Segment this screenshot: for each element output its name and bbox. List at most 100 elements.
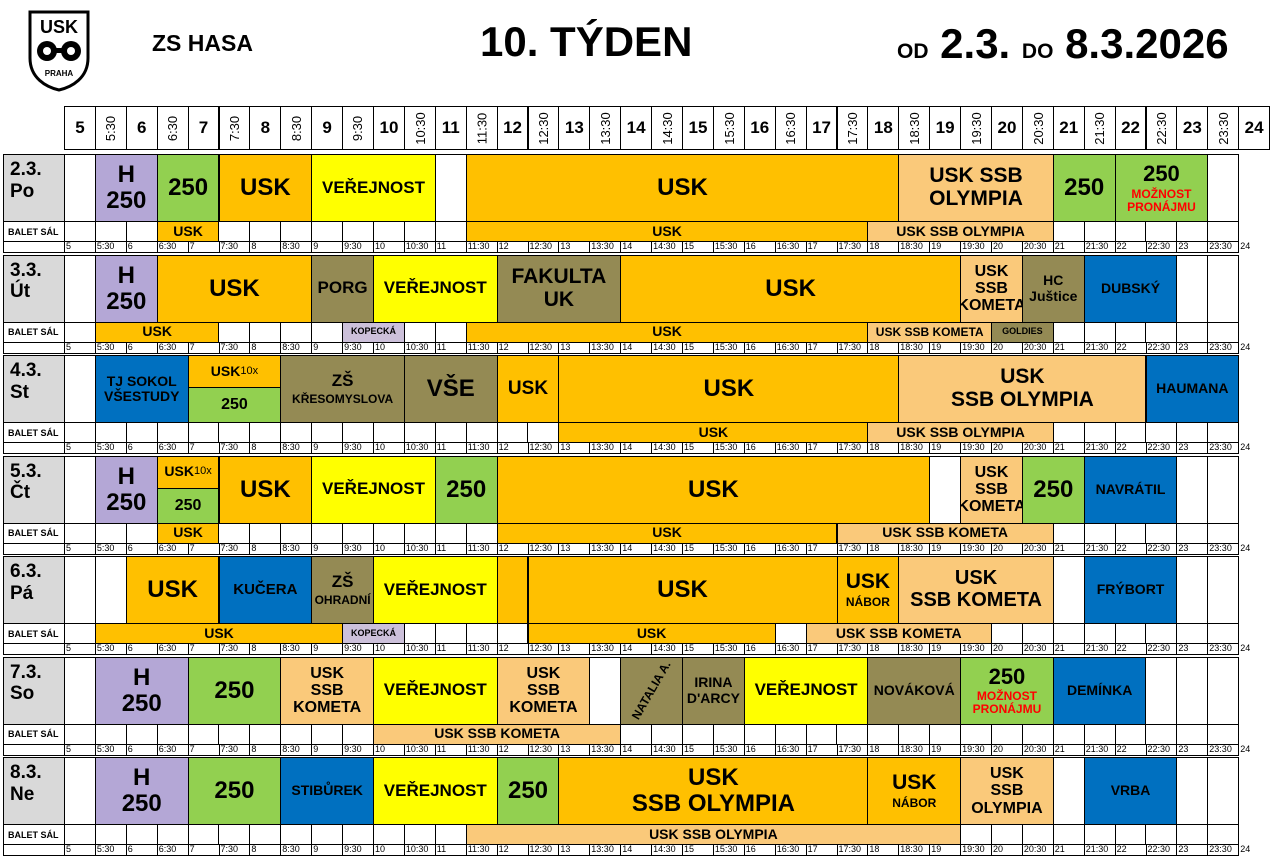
booking-block[interactable]: VRBA [1083,757,1178,825]
booking-block[interactable]: USK SSB OLYMPIA [898,355,1147,423]
booking-block[interactable]: KUČERA [218,556,313,624]
booking-block[interactable]: USK SSB KOMETA [496,656,591,725]
booking-block[interactable]: H 250 [94,154,158,222]
booking-block[interactable]: STIBŮREK [280,757,374,825]
ballet-booking[interactable]: USK [156,522,220,544]
ballet-booking[interactable]: USK [94,623,344,644]
ballet-booking[interactable]: USK [558,422,869,443]
booking-block[interactable]: TJ SOKOL VŠESTUDY [94,355,189,423]
booking-block[interactable]: USK [125,556,220,624]
booking-block[interactable]: DUBSKÝ [1083,254,1178,323]
ballet-booking[interactable]: USK SSB KOMETA [836,522,1054,544]
ballet-booking[interactable]: USK SSB OLYMPIA [867,422,1054,443]
booking-block[interactable]: VŠE [403,355,498,423]
booking-block[interactable]: USK SSB KOMETA [280,656,374,725]
booking-block[interactable]: USK [496,455,931,524]
booking-block[interactable]: 250 [496,757,560,825]
tick-label: 12:30 [527,542,559,555]
tick-label: 8 [249,542,280,555]
ballet-booking[interactable]: USK SSB KOMETA [805,623,992,644]
booking-block[interactable]: USK [527,556,838,624]
booking-block[interactable]: FRÝBORT [1083,556,1178,624]
empty-slot [1207,522,1240,544]
booking-block[interactable]: 250 MOŽNOST PRONÁJMU [1114,154,1209,222]
booking-block[interactable]: PORG [311,254,374,323]
booking-block[interactable]: VEŘEJNOST [311,154,436,222]
booking-block[interactable]: USK [218,455,313,524]
booking-block[interactable]: 250 [187,387,282,423]
booking-block[interactable]: USK SSB KOMETA [898,556,1054,624]
booking-label: USK [892,771,937,795]
booking-block[interactable]: 250 [156,154,220,222]
booking-block[interactable]: H 250 [94,254,158,323]
booking-block[interactable]: VEŘEJNOST [373,656,498,725]
tick-label: 21:30 [1083,844,1115,856]
tick-label: 12:30 [527,341,559,354]
ballet-booking[interactable]: USK [465,321,869,343]
booking-block[interactable]: H 250 [94,757,189,825]
tick-label: 14:30 [651,844,682,856]
booking-block[interactable]: USK NÁBOR [867,757,962,825]
ballet-booking[interactable]: USK [156,221,220,242]
booking-block[interactable]: ZŠ KŘESOMYSLOVA [280,355,405,423]
ballet-booking[interactable]: KOPECKÁ [342,623,405,644]
booking-block[interactable]: 250 [187,757,282,825]
booking-block[interactable]: HC Juštice [1021,254,1085,323]
tick-label: 21:30 [1083,341,1115,354]
booking-block[interactable]: 250 [187,656,282,725]
booking-block[interactable]: IRINA D'ARCY [682,656,745,725]
ballet-booking[interactable]: USK [465,221,869,242]
ballet-booking[interactable]: USK SSB KOMETA [867,321,992,343]
booking-block[interactable]: USK [558,355,900,423]
ballet-booking[interactable]: USK [496,522,838,544]
booking-block[interactable]: USK [620,254,962,323]
booking-block[interactable]: 250 [156,487,220,524]
booking-label: 250 [446,475,487,503]
booking-block[interactable]: FAKULTA UK [496,254,622,323]
booking-block[interactable]: VEŘEJNOST [373,757,498,825]
booking-block[interactable]: VEŘEJNOST [743,656,869,725]
empty-slot [1114,422,1147,443]
booking-block[interactable]: DEMÍNKA [1052,656,1147,725]
ballet-booking[interactable]: USK [94,321,220,343]
booking-block[interactable]: USK [218,154,313,222]
ballet-booking[interactable]: USK SSB OLYMPIA [465,824,962,845]
booking-block[interactable]: USK SSB OLYMPIA [558,757,869,825]
ballet-booking[interactable]: KOPECKÁ [342,321,405,343]
booking-block[interactable]: 250 [1052,154,1116,222]
booking-block[interactable]: H 250 [94,455,158,524]
tick-label: 7 [187,341,219,354]
day-label: 3.3. Út [3,254,65,323]
booking-block[interactable]: NOVÁKOVÁ [867,656,962,725]
booking-block[interactable]: VEŘEJNOST [311,455,436,524]
booking-block[interactable]: VEŘEJNOST [373,254,498,323]
ballet-booking[interactable]: GOLDIES [991,321,1054,343]
booking-block[interactable]: VEŘEJNOST [373,556,498,624]
booking-block[interactable]: USK SSB OLYMPIA [960,757,1054,825]
booking-block[interactable]: USK [465,154,900,222]
ballet-booking[interactable]: USK [527,623,776,644]
empty-slot [64,154,96,222]
booking-block[interactable]: H 250 [94,656,189,725]
booking-block[interactable]: NAVRÁTIL [1083,455,1178,524]
booking-block[interactable]: USK SSB KOMETA [960,254,1023,323]
booking-block[interactable]: 250 [434,455,498,524]
booking-block[interactable]: USK [496,355,560,423]
booking-block[interactable]: HAUMANA [1145,355,1240,423]
booking-block[interactable]: USK SSB OLYMPIA [898,154,1054,222]
booking-block[interactable]: USK SSB KOMETA [960,455,1023,524]
booking-block[interactable] [496,556,529,624]
booking-block[interactable]: 250 [1021,455,1085,524]
booking-block[interactable]: USK [156,254,313,323]
booking-block[interactable]: USK 10x [187,355,282,388]
tick-label: 15 [682,241,713,253]
booking-block[interactable]: 250 MOŽNOST PRONÁJMU [960,656,1054,725]
tick-label: 22 [1114,341,1146,354]
ballet-booking[interactable]: USK SSB KOMETA [373,723,622,745]
booking-block[interactable]: USK 10x [156,455,220,489]
booking-block[interactable]: ZŠ OHRADNÍ [311,556,374,624]
booking-block[interactable]: NATALIA A. [620,656,683,725]
ballet-booking[interactable]: USK SSB OLYMPIA [867,221,1054,242]
booking-label: VEŘEJNOST [383,680,487,700]
booking-block[interactable]: USK NÁBOR [836,556,900,624]
